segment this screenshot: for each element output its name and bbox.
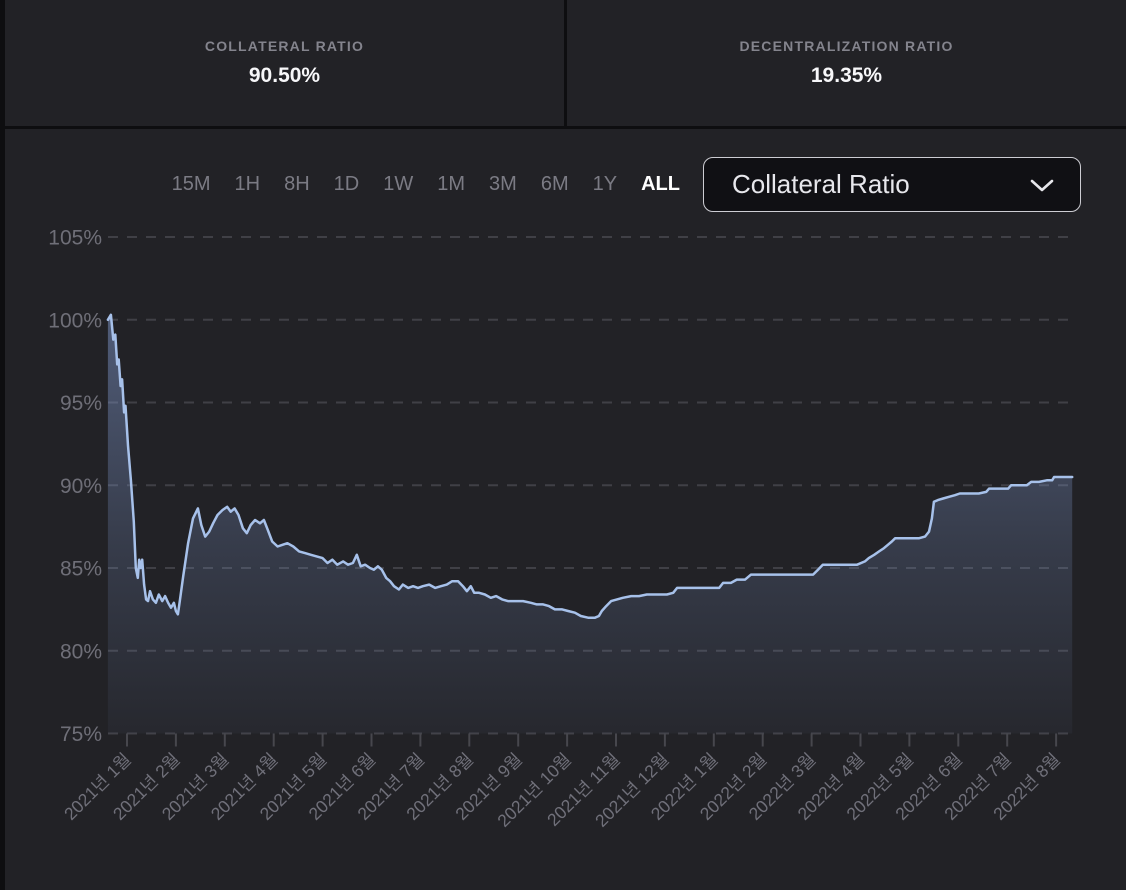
y-tick-label: 75% [60,723,102,746]
collateral-ratio-value: 90.50% [248,64,321,87]
dashboard-panel: COLLATERAL RATIO 90.50% DECENTRALIZATION… [5,0,1126,890]
range-button-1h[interactable]: 1H [234,173,261,195]
metric-dropdown-value: Collateral Ratio [732,169,910,199]
range-button-1d[interactable]: 1D [333,173,360,195]
decentralization-ratio-value: 19.35% [810,64,883,87]
y-tick-label: 90% [60,475,102,498]
decentralization-ratio-label: DECENTRALIZATION RATIO [739,38,954,54]
y-tick-label: 100% [48,309,102,332]
y-axis-labels: 105% 100% 95% 90% 85% 80% 75% [48,227,102,747]
chart-line [106,313,1074,619]
range-button-8h[interactable]: 8H [284,173,310,195]
range-button-15m[interactable]: 15M [171,173,211,195]
range-button-1y[interactable]: 1Y [592,173,618,195]
range-button-1w[interactable]: 1W [383,173,414,195]
range-button-1m[interactable]: 1M [437,173,466,195]
stats-header: COLLATERAL RATIO 90.50% DECENTRALIZATION… [5,0,1126,129]
range-button-3m[interactable]: 3M [489,173,517,195]
y-tick-label: 95% [60,392,102,415]
range-button-all[interactable]: ALL [641,173,680,195]
x-axis-ticks [126,733,1058,747]
range-button-6m[interactable]: 6M [540,173,569,195]
decentralization-ratio-stat: DECENTRALIZATION RATIO 19.35% [564,0,1126,126]
collateral-ratio-stat: COLLATERAL RATIO 90.50% [5,0,564,126]
time-range-selector: 15M 1H 8H 1D 1W 1M 3M 6M 1Y ALL [172,173,680,196]
metric-dropdown[interactable]: Collateral Ratio [703,157,1081,212]
y-tick-label: 80% [60,640,102,663]
chevron-down-icon [1030,179,1054,192]
collateral-ratio-label: COLLATERAL RATIO [204,38,365,54]
chart-controls: 15M 1H 8H 1D 1W 1M 3M 6M 1Y ALL Collateral Ratio [5,157,1081,212]
y-tick-label: 105% [48,227,102,250]
chart-area-fill [107,314,1073,734]
y-tick-label: 85% [60,558,102,581]
